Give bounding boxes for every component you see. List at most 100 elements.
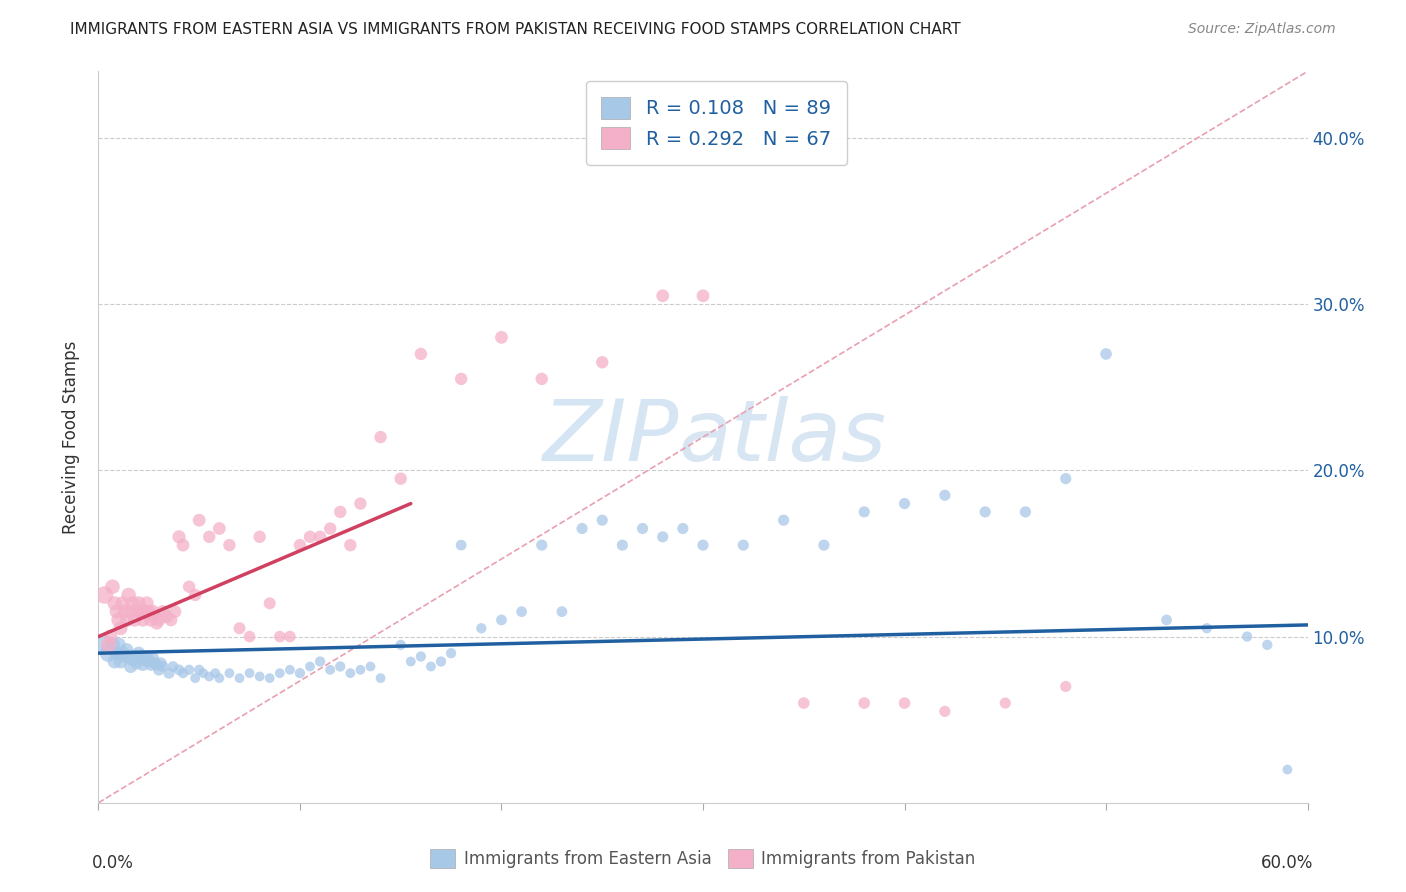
Point	[228, 671, 250, 685]
Point	[101, 580, 124, 594]
Point	[124, 649, 146, 664]
Point	[319, 521, 342, 535]
Text: ZIP: ZIP	[543, 395, 679, 479]
Point	[430, 655, 453, 669]
Point	[450, 538, 472, 552]
Point	[672, 521, 695, 535]
Point	[134, 605, 156, 619]
Point	[198, 669, 221, 683]
Point	[278, 630, 301, 644]
Point	[172, 538, 194, 552]
Point	[103, 655, 125, 669]
Point	[1156, 613, 1178, 627]
Point	[93, 638, 115, 652]
Point	[198, 530, 221, 544]
Point	[152, 605, 174, 619]
Point	[128, 596, 150, 610]
Point	[228, 621, 250, 635]
Point	[156, 609, 179, 624]
Point	[934, 705, 956, 719]
Point	[269, 630, 291, 644]
Legend: Immigrants from Eastern Asia, Immigrants from Pakistan: Immigrants from Eastern Asia, Immigrants…	[423, 843, 983, 875]
Point	[103, 596, 125, 610]
Point	[1095, 347, 1118, 361]
Point	[591, 513, 613, 527]
Point	[813, 538, 835, 552]
Point	[349, 497, 371, 511]
Point	[118, 588, 141, 602]
Point	[184, 671, 207, 685]
Point	[299, 659, 322, 673]
Point	[163, 605, 186, 619]
Point	[259, 671, 281, 685]
Point	[134, 653, 156, 667]
Point	[278, 663, 301, 677]
Point	[853, 505, 876, 519]
Point	[329, 505, 352, 519]
Point	[115, 643, 138, 657]
Point	[160, 613, 183, 627]
Point	[239, 630, 262, 644]
Point	[893, 696, 915, 710]
Point	[934, 488, 956, 502]
Point	[111, 646, 134, 660]
Point	[172, 666, 194, 681]
Point	[1014, 505, 1036, 519]
Point	[129, 651, 152, 665]
Point	[551, 605, 574, 619]
Point	[118, 649, 141, 664]
Point	[138, 655, 160, 669]
Point	[110, 621, 132, 635]
Point	[450, 372, 472, 386]
Point	[121, 596, 143, 610]
Point	[143, 609, 166, 624]
Point	[125, 656, 148, 670]
Point	[105, 646, 128, 660]
Point	[491, 613, 513, 627]
Point	[349, 663, 371, 677]
Point	[132, 657, 155, 672]
Point	[994, 696, 1017, 710]
Point	[288, 666, 311, 681]
Point	[591, 355, 613, 369]
Point	[148, 613, 170, 627]
Point	[733, 538, 755, 552]
Point	[105, 605, 128, 619]
Legend: R = 0.108   N = 89, R = 0.292   N = 67: R = 0.108 N = 89, R = 0.292 N = 67	[586, 81, 846, 165]
Point	[143, 656, 166, 670]
Point	[121, 653, 143, 667]
Point	[470, 621, 492, 635]
Point	[389, 638, 412, 652]
Point	[135, 596, 157, 610]
Point	[139, 613, 162, 627]
Point	[530, 372, 553, 386]
Point	[692, 538, 714, 552]
Point	[110, 655, 132, 669]
Point	[114, 649, 136, 664]
Point	[120, 659, 142, 673]
Point	[139, 657, 162, 672]
Point	[631, 521, 654, 535]
Point	[157, 666, 180, 681]
Point	[138, 605, 160, 619]
Point	[440, 646, 463, 660]
Point	[208, 671, 231, 685]
Point	[360, 659, 382, 673]
Point	[853, 696, 876, 710]
Point	[249, 669, 271, 683]
Point	[142, 605, 165, 619]
Point	[288, 538, 311, 552]
Point	[107, 638, 129, 652]
Point	[115, 613, 138, 627]
Text: IMMIGRANTS FROM EASTERN ASIA VS IMMIGRANTS FROM PAKISTAN RECEIVING FOOD STAMPS C: IMMIGRANTS FROM EASTERN ASIA VS IMMIGRAN…	[70, 22, 960, 37]
Point	[120, 605, 142, 619]
Point	[146, 657, 169, 672]
Text: atlas: atlas	[679, 395, 887, 479]
Point	[135, 649, 157, 664]
Point	[1277, 763, 1299, 777]
Point	[1054, 680, 1077, 694]
Point	[1054, 472, 1077, 486]
Point	[974, 505, 997, 519]
Point	[107, 613, 129, 627]
Point	[148, 663, 170, 677]
